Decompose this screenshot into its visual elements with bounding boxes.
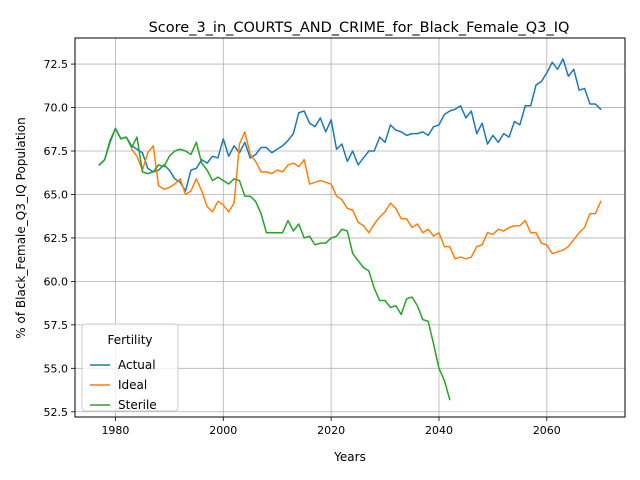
x-axis-label: Years <box>333 450 366 464</box>
x-tick-label: 2040 <box>425 424 453 437</box>
y-tick-label: 60.0 <box>44 275 69 288</box>
series-line-ideal <box>130 131 602 260</box>
legend-title: Fertility <box>107 333 152 347</box>
legend-label-sterile: Sterile <box>118 398 157 412</box>
x-tick-label: 1980 <box>101 424 129 437</box>
y-axis-label: % of Black_Female_Q3_IQ Population <box>14 117 28 338</box>
legend-label-actual: Actual <box>118 358 156 372</box>
plot-area-frame <box>74 37 626 418</box>
legend: Fertility Actual Ideal Sterile <box>81 323 179 412</box>
x-tick-label: 2000 <box>209 424 237 437</box>
y-tick-label: 55.0 <box>44 362 69 375</box>
legend-box <box>81 323 179 412</box>
y-tick-label: 52.5 <box>44 406 69 419</box>
series-line-sterile <box>98 127 451 401</box>
x-axis-ticks: 1980 2000 2020 2040 2060 <box>101 417 561 437</box>
legend-label-ideal: Ideal <box>118 378 147 392</box>
y-tick-label: 67.5 <box>44 145 69 158</box>
y-tick-label: 62.5 <box>44 232 69 245</box>
y-tick-label: 70.0 <box>44 102 69 115</box>
y-tick-label: 65.0 <box>44 188 69 201</box>
x-tick-label: 2020 <box>317 424 345 437</box>
y-tick-label: 57.5 <box>44 319 69 332</box>
y-tick-label: 72.5 <box>44 58 69 71</box>
chart-title: Score_3_in_COURTS_AND_CRIME_for_Black_Fe… <box>149 20 570 36</box>
legend-items: Actual Ideal Sterile <box>90 358 157 412</box>
series-layer <box>98 58 602 401</box>
x-tick-label: 2060 <box>533 424 561 437</box>
y-axis-ticks: 52.5 55.0 57.5 60.0 62.5 65.0 67.5 70.0 72.5 <box>44 58 75 419</box>
